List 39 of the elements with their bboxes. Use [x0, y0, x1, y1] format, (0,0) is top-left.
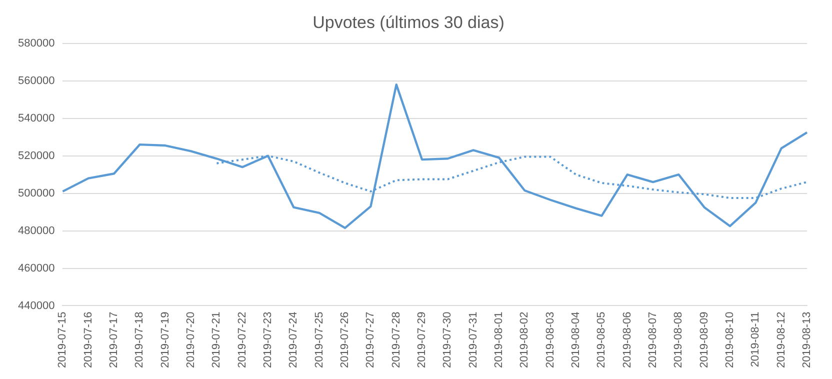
x-tick-label: 2019-08-04 [570, 312, 582, 368]
y-tick-label: 460000 [18, 262, 55, 274]
y-tick-label: 540000 [18, 112, 55, 124]
chart-title: Upvotes (últimos 30 dias) [312, 12, 504, 32]
x-tick-label: 2019-08-11 [750, 312, 762, 368]
x-tick-label: 2019-07-26 [339, 312, 352, 368]
x-tick-label: 2019-08-06 [621, 312, 634, 368]
x-tick-label: 2019-08-10 [724, 312, 736, 368]
x-tick-label: 2019-08-13 [801, 312, 814, 368]
x-tick-label: 2019-07-31 [467, 312, 480, 368]
x-tick-label: 2019-07-25 [313, 312, 326, 368]
y-tick-label: 580000 [18, 37, 55, 50]
y-tick-label: 520000 [18, 150, 55, 162]
x-tick-label: 2019-07-28 [390, 312, 402, 368]
x-tick-label: 2019-08-12 [775, 312, 788, 368]
x-tick-label: 2019-08-01 [493, 312, 506, 368]
x-tick-label: 2019-07-15 [56, 312, 69, 368]
x-tick-label: 2019-07-23 [262, 312, 274, 368]
x-tick-label: 2019-07-21 [210, 312, 223, 368]
x-tick-label: 2019-07-20 [185, 312, 198, 368]
x-tick-label: 2019-08-08 [672, 312, 685, 368]
x-tick-label: 2019-08-03 [544, 312, 556, 368]
y-tick-label: 440000 [18, 300, 55, 312]
x-tick-label: 2019-08-09 [698, 312, 710, 368]
x-tick-label: 2019-07-22 [236, 312, 248, 368]
x-tick-label: 2019-07-19 [159, 312, 172, 368]
x-tick-label: 2019-07-24 [288, 312, 300, 368]
x-tick-label: 2019-07-17 [108, 312, 120, 368]
x-tick-label: 2019-07-27 [364, 312, 377, 368]
x-tick-label: 2019-08-07 [647, 312, 660, 368]
x-tick-label: 2019-07-18 [134, 312, 146, 368]
x-tick-label: 2019-08-02 [518, 312, 531, 368]
y-tick-label: 480000 [18, 224, 55, 237]
x-tick-label: 2019-08-05 [596, 312, 608, 368]
y-tick-label: 560000 [18, 74, 55, 87]
x-tick-label: 2019-07-30 [442, 312, 454, 368]
x-tick-label: 2019-07-29 [416, 312, 428, 368]
y-tick-label: 500000 [18, 187, 55, 200]
x-tick-label: 2019-07-16 [82, 312, 94, 368]
